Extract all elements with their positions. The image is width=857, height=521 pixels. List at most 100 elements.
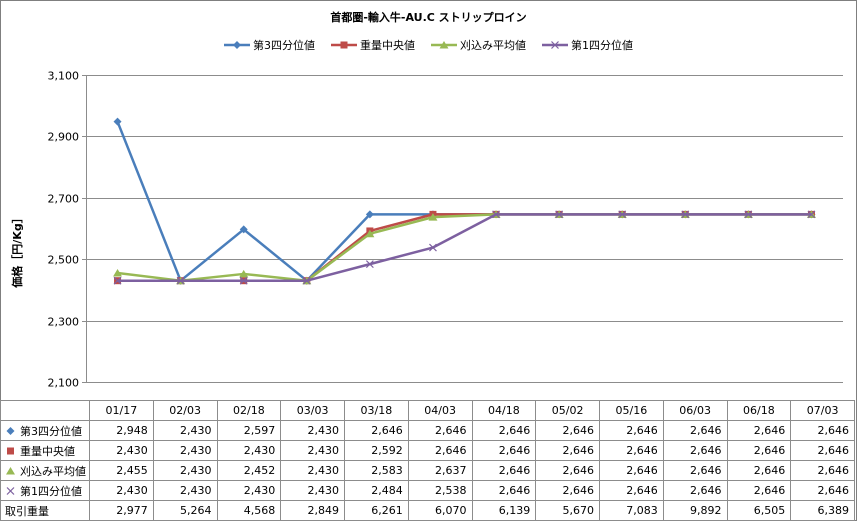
table-cell: 2,430 — [280, 420, 345, 441]
table-cell: 2,646 — [535, 460, 600, 481]
table-cell: 2,646 — [599, 480, 664, 501]
legend-swatch — [431, 41, 457, 49]
x-tick-label: 07/03 — [790, 400, 855, 421]
x-tick-label: 05/16 — [599, 400, 664, 421]
table-row: 第1四分位値 2,430 2,430 2,430 2,430 2,484 2,538 2,64… — [0, 480, 855, 501]
legend-label: 重量中央値 — [360, 39, 415, 52]
table-cell: 2,646 — [471, 420, 537, 441]
x-tick-label: 06/18 — [726, 400, 792, 421]
data-point — [302, 276, 311, 285]
table-cell: 6,505 — [726, 500, 792, 521]
table-cell: 2,977 — [89, 500, 154, 521]
table-cell: 2,646 — [726, 420, 792, 441]
series-line — [117, 213, 812, 282]
table-cell: 2,430 — [152, 440, 218, 461]
x-tick-label: 04/18 — [471, 400, 537, 421]
table-cell: 7,083 — [599, 500, 664, 521]
table-cell: 5,670 — [535, 500, 600, 521]
x-tick-label: 03/18 — [344, 400, 409, 421]
table-cell: 2,646 — [535, 420, 600, 441]
table-cell: 2,430 — [280, 480, 345, 501]
table-row: 刈込み平均値 2,455 2,430 2,452 2,430 2,583 2,637 2,64… — [0, 460, 855, 481]
x-tick-label: 04/03 — [407, 400, 473, 421]
data-point — [428, 213, 438, 221]
data-point — [492, 210, 500, 219]
legend-swatch — [542, 41, 568, 49]
series-line — [116, 121, 812, 282]
chart-title: 首都圏-輸入牛-AU.C ストリップロイン — [330, 11, 527, 24]
data-point — [113, 276, 122, 285]
table-cell: 6,261 — [344, 500, 409, 521]
table-cell: 2,637 — [407, 460, 473, 481]
y-tick-label: 2,300 — [48, 316, 80, 329]
table-cell: 2,646 — [662, 420, 728, 441]
table-cell: 6,070 — [407, 500, 473, 521]
row-marker-icon — [6, 486, 15, 495]
table-row-label: 第1四分位値 — [0, 480, 90, 501]
table-cell: 2,430 — [152, 480, 218, 501]
data-point — [807, 210, 816, 219]
y-tick-label: 3,100 — [48, 70, 80, 83]
data-point — [555, 210, 564, 219]
data-point — [176, 276, 185, 285]
table-row: 重量中央値 2,430 2,430 2,430 2,430 2,592 2,646 2,646… — [0, 440, 855, 461]
table-cell: 2,948 — [89, 420, 154, 441]
table-cell: 2,484 — [344, 480, 409, 501]
x-tick-label: 02/03 — [152, 400, 218, 421]
table-cell: 2,452 — [216, 460, 282, 481]
data-point — [681, 210, 690, 219]
data-point — [239, 225, 248, 234]
x-tick-label: 02/18 — [216, 400, 282, 421]
x-tick-label: 05/02 — [535, 400, 600, 421]
row-marker-icon — [7, 447, 14, 454]
table-cell: 2,646 — [535, 440, 600, 461]
table-cell: 2,646 — [535, 480, 600, 501]
table-cell: 2,455 — [89, 460, 154, 481]
legend-item: 刈込み平均値 — [431, 37, 526, 53]
table-cell: 2,646 — [599, 460, 664, 481]
table-cell: 4,568 — [216, 500, 282, 521]
table-cell: 2,538 — [407, 480, 473, 501]
table-cell: 6,389 — [790, 500, 855, 521]
table-cell: 2,646 — [790, 420, 855, 441]
table-cell: 2,646 — [662, 480, 728, 501]
data-point — [113, 117, 122, 126]
x-tick-label: 06/03 — [662, 400, 728, 421]
table-row-label: 取引重量 — [0, 500, 90, 521]
table-row-label: 重量中央値 — [0, 440, 90, 461]
legend-swatch — [224, 41, 250, 49]
data-table: 01/17 02/03 02/18 03/03 03/18 04/03 04/18 05/02… — [0, 400, 855, 521]
table-cell: 2,430 — [152, 460, 218, 481]
legend-item: 重量中央値 — [331, 37, 415, 53]
table-cell: 2,646 — [726, 480, 792, 501]
table-row-label: 第3四分位値 — [0, 420, 90, 441]
table-row: 第3四分位値 2,948 2,430 2,597 2,430 2,646 2,646 2,64… — [0, 420, 855, 441]
table-cell: 2,430 — [89, 440, 154, 461]
data-point — [113, 269, 123, 277]
x-tick-label: 01/17 — [89, 400, 154, 421]
table-cell: 2,646 — [662, 460, 728, 481]
y-tick-label: 2,700 — [48, 193, 80, 206]
x-tick-label: 03/03 — [280, 400, 345, 421]
legend-swatch — [331, 41, 357, 49]
data-point — [365, 229, 375, 238]
data-point — [429, 243, 437, 252]
table-cell: 2,592 — [344, 440, 409, 461]
data-point — [239, 276, 248, 285]
table-cell: 2,646 — [599, 440, 664, 461]
table-cell: 2,646 — [790, 460, 855, 481]
table-cell: 2,849 — [280, 500, 345, 521]
legend-label: 第3四分位値 — [253, 39, 315, 52]
table-cell: 2,430 — [152, 420, 218, 441]
table-cell: 2,646 — [790, 480, 855, 501]
row-marker-icon — [6, 426, 15, 435]
row-marker-icon — [6, 466, 15, 474]
table-cell: 2,597 — [216, 420, 282, 441]
table-cell: 2,646 — [599, 420, 664, 441]
data-point — [365, 260, 374, 269]
table-header-row: 01/17 02/03 02/18 03/03 03/18 04/03 04/18 05/02… — [0, 400, 855, 421]
y-tick-label: 2,500 — [48, 254, 80, 267]
table-cell: 2,646 — [726, 440, 792, 461]
table-corner — [0, 400, 90, 421]
table-cell: 5,264 — [152, 500, 218, 521]
